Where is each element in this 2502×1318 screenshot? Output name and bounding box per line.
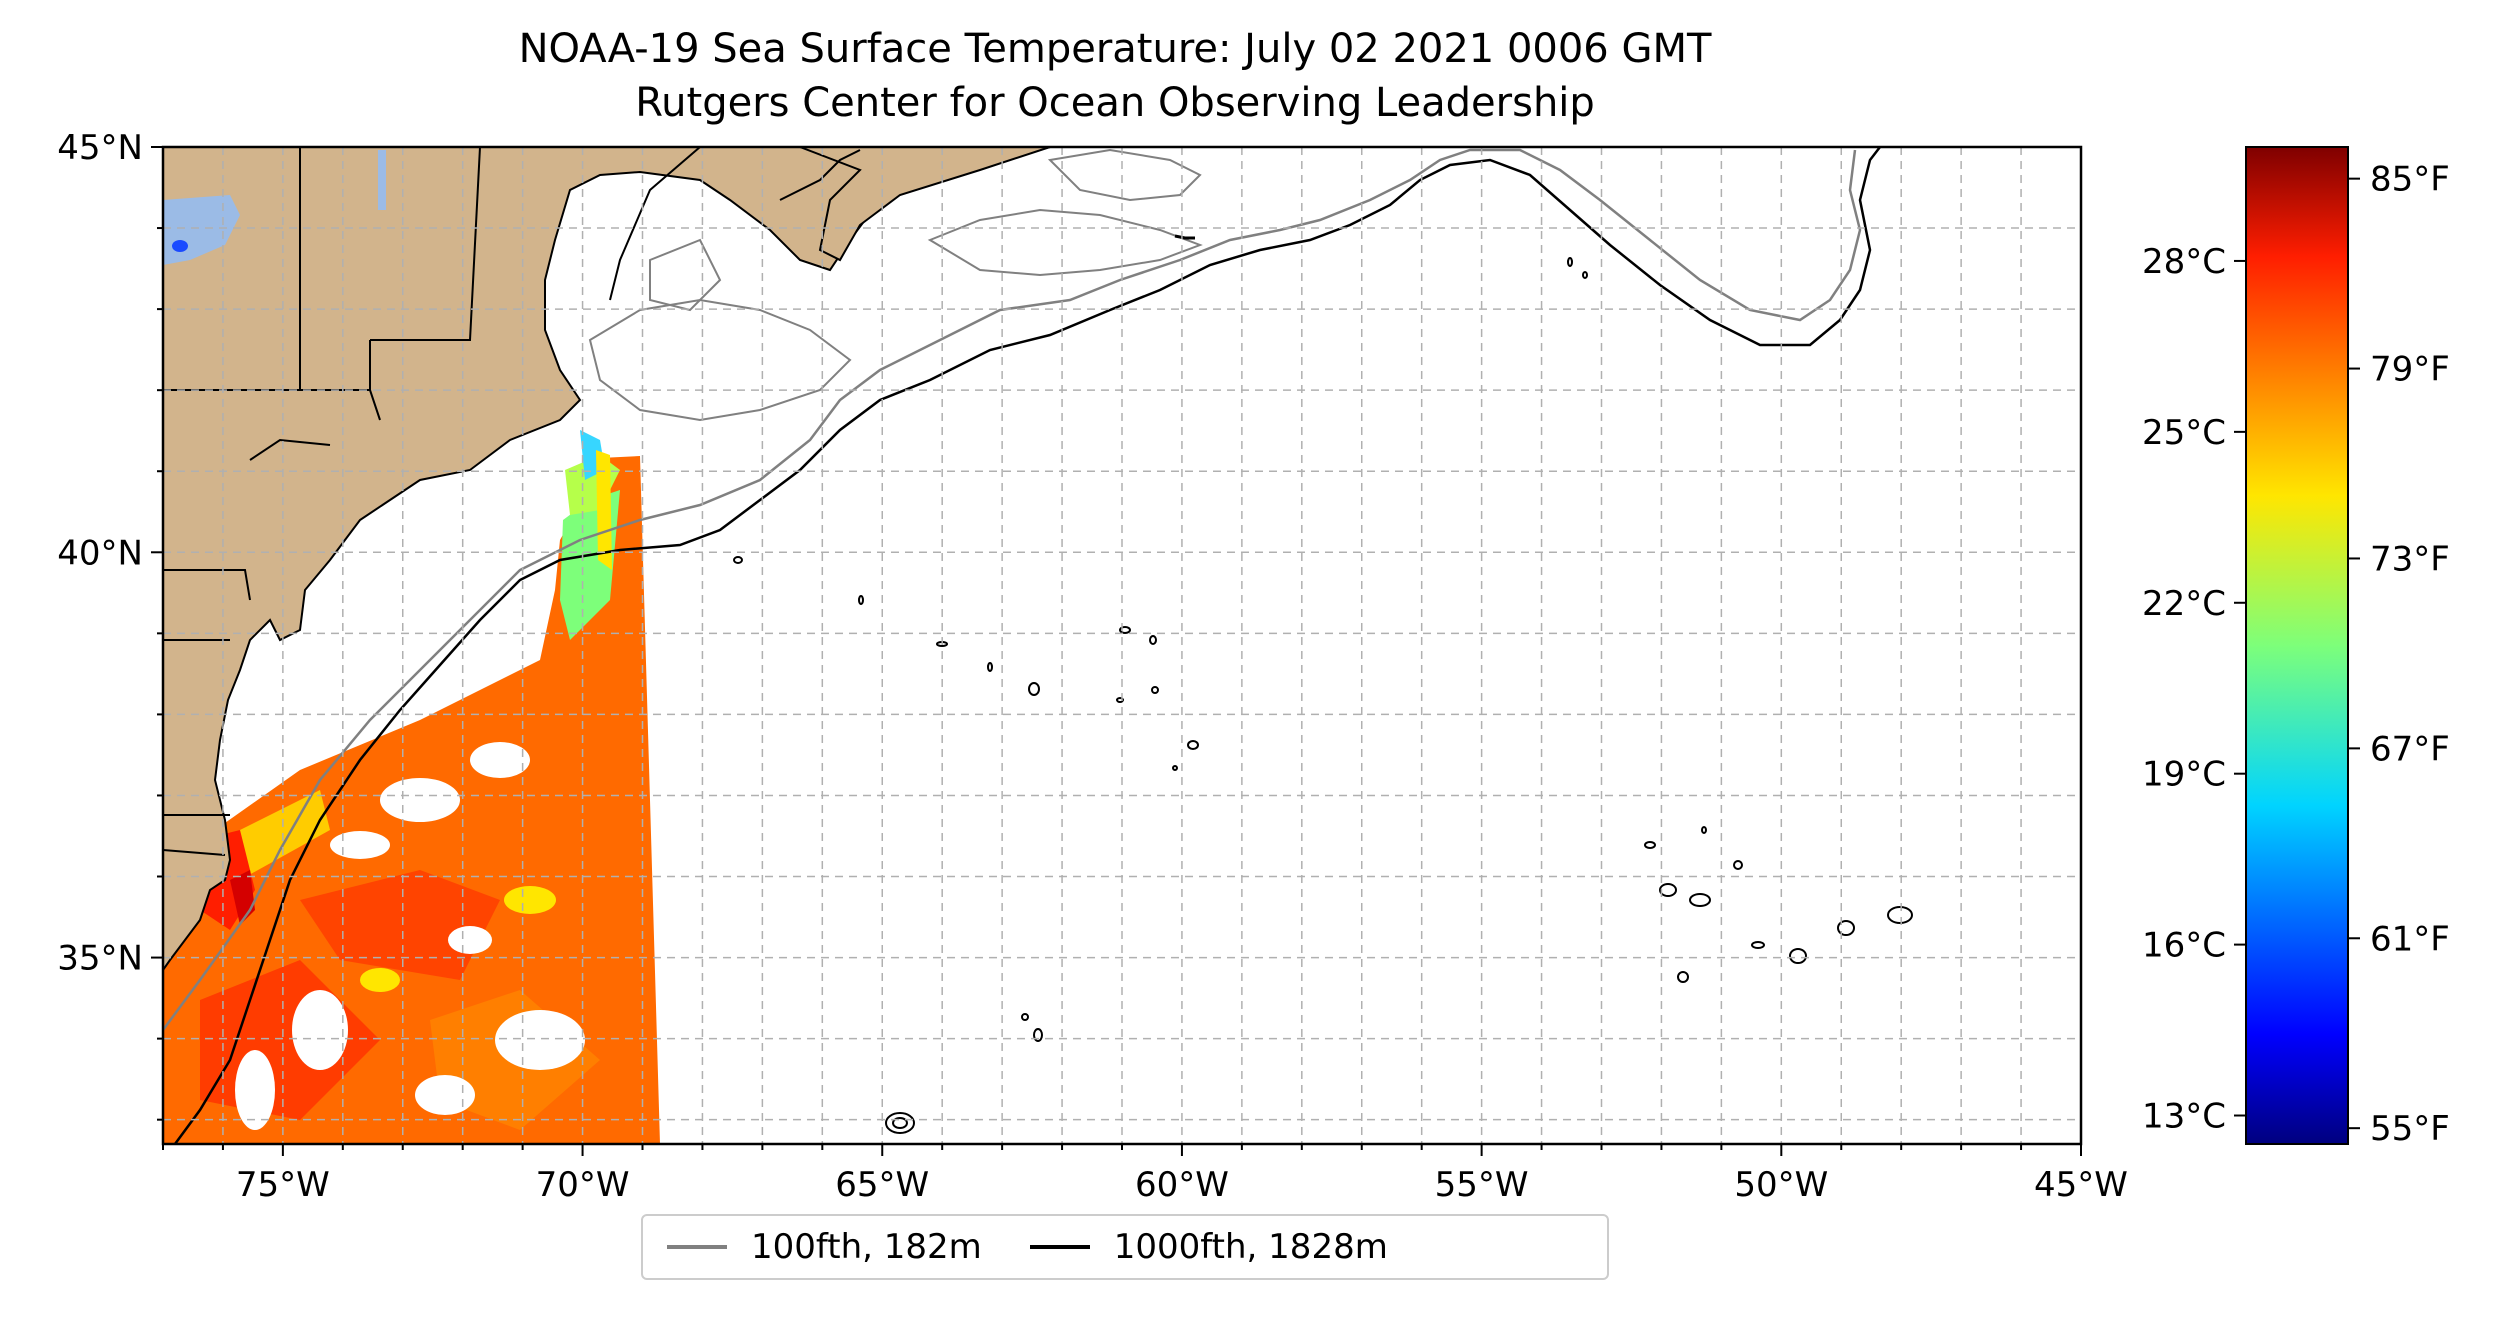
georges-bank [588, 298, 852, 422]
x-tick-label: 45°W [2034, 1165, 2128, 1205]
legend-label: 100fth, 182m [751, 1227, 982, 1267]
map-title: NOAA-19 Sea Surface Temperature: July 02… [518, 26, 1712, 72]
gridlines [163, 147, 2081, 1144]
legend: 100fth, 182m 1000fth, 1828m [641, 1214, 1609, 1280]
legend-line-gray [667, 1245, 727, 1249]
x-tick-label: 55°W [1435, 1165, 1529, 1205]
legend-line-black [1029, 1245, 1090, 1249]
colorbar-label-c: 28°C [2142, 242, 2226, 282]
colorbar-label-f: 67°F [2370, 729, 2450, 769]
lake [378, 150, 386, 210]
gulf-of-maine [649, 238, 722, 312]
y-tick-label: 45°N [57, 128, 143, 168]
legend-label: 1000fth, 1828m [1113, 1227, 1388, 1267]
colorbar-label-c: 25°C [2142, 413, 2226, 453]
axis-ticks: 75°W 70°W 65°W 60°W 55°W 50°W 45°W 45°N 40°N 35°N [57, 128, 2128, 1205]
nova-scotia [799, 147, 1051, 262]
y-tick-label: 40°N [57, 533, 143, 573]
colorbar-label-c: 16°C [2142, 926, 2226, 966]
colorbar-label-f: 85°F [2370, 160, 2450, 200]
colorbar-label-f: 79°F [2370, 350, 2450, 390]
seamount [1174, 234, 1195, 240]
isobath-100fth [163, 148, 1862, 1031]
canyon [779, 149, 861, 201]
scotian-shelf [927, 208, 1203, 277]
legend-item-100fth: 100fth, 182m [643, 1227, 982, 1267]
colorbar-label-c: 13°C [2142, 1097, 2226, 1137]
colorbar-label-f: 73°F [2370, 539, 2450, 579]
seamounts [733, 257, 1913, 1134]
x-tick-label: 70°W [536, 1165, 630, 1205]
isobath-1000fth [173, 147, 1881, 1144]
colorbar-label-f: 55°F [2370, 1109, 2450, 1149]
y-tick-label: 35°N [57, 939, 143, 979]
x-tick-label: 60°W [1135, 1165, 1229, 1205]
legend-item-1000fth: 1000fth, 1828m [1006, 1227, 1388, 1267]
state-borders [163, 147, 701, 856]
colorbar [2245, 146, 2349, 1145]
land-mass [163, 147, 1051, 972]
x-tick-label: 65°W [835, 1165, 929, 1205]
map-subtitle: Rutgers Center for Ocean Observing Leade… [635, 80, 1595, 126]
x-tick-label: 50°W [1734, 1165, 1828, 1205]
colorbar-label-c: 22°C [2142, 584, 2226, 624]
banks [1047, 148, 1202, 202]
x-tick-label: 75°W [236, 1165, 330, 1205]
colorbar-ticks: 28°C 25°C 22°C 19°C 16°C 13°C 85°F 79°F 73°F 67°F… [2142, 160, 2450, 1150]
colorbar-label-f: 61°F [2370, 919, 2450, 959]
colorbar-label-c: 19°C [2142, 755, 2226, 795]
